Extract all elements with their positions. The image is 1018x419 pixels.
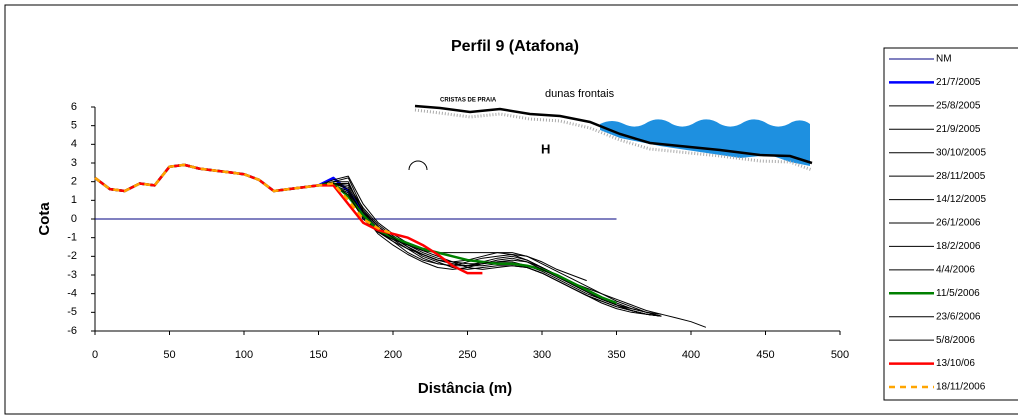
legend-label: 30/10/2005 — [936, 147, 986, 158]
legend-label: 21/9/2005 — [936, 124, 981, 135]
sand — [414, 108, 813, 172]
x-tick-label: 300 — [533, 349, 551, 361]
legend — [883, 47, 1018, 401]
legend-label: 4/4/2006 — [936, 264, 975, 275]
annotation: H — [541, 141, 550, 156]
legend-label: 5/8/2006 — [936, 335, 975, 346]
x-tick-label: 150 — [309, 349, 327, 361]
y-tick-label: 2 — [71, 176, 77, 188]
x-tick-label: 500 — [831, 349, 849, 361]
dune-line — [414, 104, 813, 165]
legend-label: 18/11/2006 — [936, 382, 986, 393]
legend-label: 28/11/2005 — [936, 171, 986, 182]
y-axis-label: Cota — [36, 202, 53, 236]
y-tick-label: -6 — [67, 325, 77, 337]
y-tick-label: 0 — [71, 213, 77, 225]
y-tick-label: -1 — [67, 232, 77, 244]
y-tick-label: 1 — [71, 194, 77, 206]
chart-border — [4, 4, 1018, 415]
y-tick-label: 5 — [71, 120, 77, 132]
legend-label: 21/7/2005 — [936, 77, 981, 88]
legend-label: NM — [936, 54, 952, 65]
series-line — [94, 163, 394, 236]
x-tick-label: 250 — [458, 349, 476, 361]
x-tick-label: 450 — [756, 349, 774, 361]
x-tick-label: 350 — [607, 349, 625, 361]
y-tick-label: -5 — [67, 306, 77, 318]
inset-profile: CRISTAS DE PRAIA dunas frontais H — [408, 88, 813, 172]
x-tick-label: 200 — [384, 349, 402, 361]
y-tick-label: -2 — [67, 250, 77, 262]
y-tick-label: 3 — [71, 157, 77, 169]
legend-label: 14/12/2005 — [936, 194, 986, 205]
y-tick-label: -3 — [67, 269, 77, 281]
x-tick-label: 100 — [235, 349, 253, 361]
x-tick-label: 0 — [92, 349, 98, 361]
legend-label: 11/5/2006 — [936, 288, 980, 299]
legend-label: 26/1/2006 — [936, 218, 981, 229]
annotation: dunas frontais — [545, 88, 615, 100]
x-tick-label: 400 — [682, 349, 700, 361]
x-tick-label: 50 — [163, 349, 175, 361]
annotation: CRISTAS DE PRAIA — [440, 98, 497, 104]
y-tick-label: 4 — [71, 138, 77, 150]
x-axis-label: Distância (m) — [418, 380, 512, 397]
y-tick-label: -4 — [67, 288, 77, 300]
legend-label: 25/8/2005 — [936, 100, 981, 111]
y-tick-label: 6 — [71, 101, 77, 113]
legend-label: 23/6/2006 — [936, 311, 981, 322]
inset-mark — [408, 160, 428, 171]
legend-label: 18/2/2006 — [936, 241, 981, 252]
chart-title: Perfil 9 (Atafona) — [451, 38, 579, 55]
legend-label: 13/10/06 — [936, 358, 975, 369]
